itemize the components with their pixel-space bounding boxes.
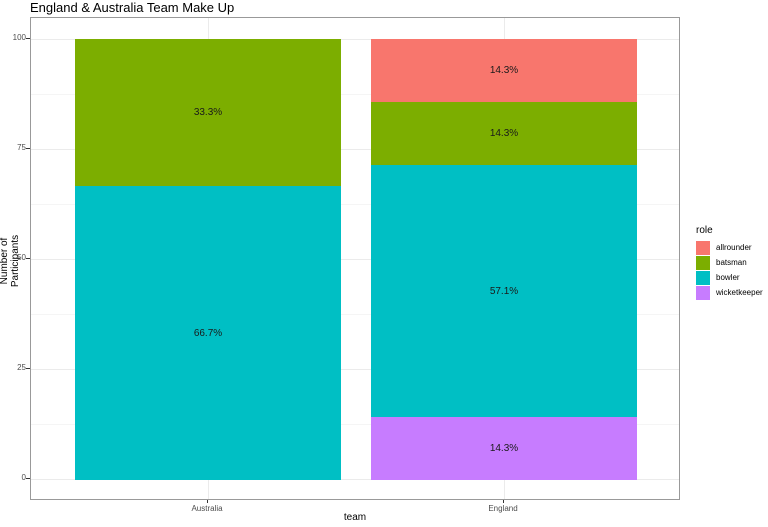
legend-label: wicketkeeper <box>716 288 763 297</box>
y-tick-mark <box>26 258 30 259</box>
legend-swatch <box>696 270 710 285</box>
y-axis-label: Number of Participants <box>0 234 21 288</box>
plot-panel: 33.3% 66.7% 14.3% 14.3% 57.1% 14.3% <box>30 17 680 500</box>
legend: role allrounder batsman bowler wicketkee… <box>696 225 763 300</box>
legend-item: allrounder <box>696 240 763 255</box>
bar-label: 14.3% <box>489 65 519 76</box>
chart-title: England & Australia Team Make Up <box>30 0 235 15</box>
y-tick-label: 75 <box>17 143 26 152</box>
grid-line <box>31 39 679 40</box>
grid-line <box>31 424 679 425</box>
legend-item: wicketkeeper <box>696 285 763 300</box>
legend-swatch <box>696 240 710 255</box>
legend-label: allrounder <box>716 243 752 252</box>
bar-australia-batsman: 33.3% <box>75 39 341 186</box>
grid-line <box>31 204 679 205</box>
grid-line <box>31 149 679 150</box>
grid-line <box>31 479 679 480</box>
legend-item: bowler <box>696 270 763 285</box>
bar-label: 33.3% <box>193 107 223 118</box>
x-tick-mark <box>503 500 504 503</box>
bar-label: 57.1% <box>489 285 519 297</box>
bar-england-bowler: 57.1% <box>371 165 637 417</box>
y-tick-label: 25 <box>17 363 26 372</box>
y-tick-label: 100 <box>12 33 26 42</box>
bar-label: 14.3% <box>489 128 519 139</box>
y-tick-mark <box>26 148 30 149</box>
grid-line <box>31 314 679 315</box>
x-tick-label: England <box>488 504 518 513</box>
grid-line <box>31 94 679 95</box>
bar-label: 14.3% <box>489 443 519 454</box>
y-tick-mark <box>26 478 30 479</box>
legend-label: batsman <box>716 258 747 267</box>
legend-swatch <box>696 285 710 300</box>
y-tick-label: 0 <box>21 473 26 482</box>
bar-australia-bowler: 66.7% <box>75 186 341 480</box>
bar-england-allrounder: 14.3% <box>371 39 637 102</box>
x-tick-label: Australia <box>191 504 223 513</box>
x-tick-mark <box>207 500 208 503</box>
grid-line <box>31 369 679 370</box>
bar-label: 66.7% <box>193 327 223 339</box>
bar-england-wicketkeeper: 14.3% <box>371 417 637 480</box>
y-tick-mark <box>26 368 30 369</box>
legend-item: batsman <box>696 255 763 270</box>
legend-swatch <box>696 255 710 270</box>
y-tick-mark <box>26 38 30 39</box>
legend-title: role <box>696 225 713 236</box>
grid-line <box>31 259 679 260</box>
bar-england-batsman: 14.3% <box>371 102 637 165</box>
x-axis-label: team <box>343 512 367 523</box>
legend-label: bowler <box>716 273 740 282</box>
y-tick-label: 50 <box>17 253 26 262</box>
